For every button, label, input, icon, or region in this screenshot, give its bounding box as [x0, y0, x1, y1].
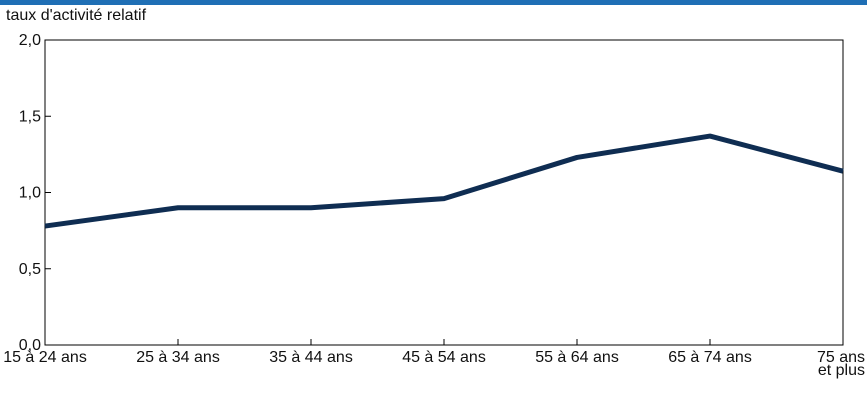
header-accent-rule	[0, 0, 867, 5]
x-tick-label: 65 à 74 ans	[668, 349, 752, 366]
y-tick-label: 0,5	[19, 261, 41, 278]
series-line	[44, 133, 844, 229]
x-tick-label: 45 à 54 ans	[402, 349, 486, 366]
y-tick-label: 1,5	[19, 108, 41, 125]
x-tick-label: et plus	[818, 362, 865, 379]
plot-frame	[44, 39, 844, 346]
x-tick-label: 35 à 44 ans	[269, 349, 353, 366]
y-tick-label: 0,0	[19, 337, 41, 354]
x-tick-label: 25 à 34 ans	[136, 349, 220, 366]
x-tick-label: 55 à 64 ans	[535, 349, 619, 366]
x-tick-label: 75 ans	[817, 349, 865, 366]
y-tick-label: 1,0	[19, 185, 41, 202]
y-axis-label: taux d'activité relatif	[6, 7, 147, 24]
y-tick-label: 2,0	[19, 32, 41, 49]
x-tick-label: 15 à 24 ans	[3, 349, 87, 366]
